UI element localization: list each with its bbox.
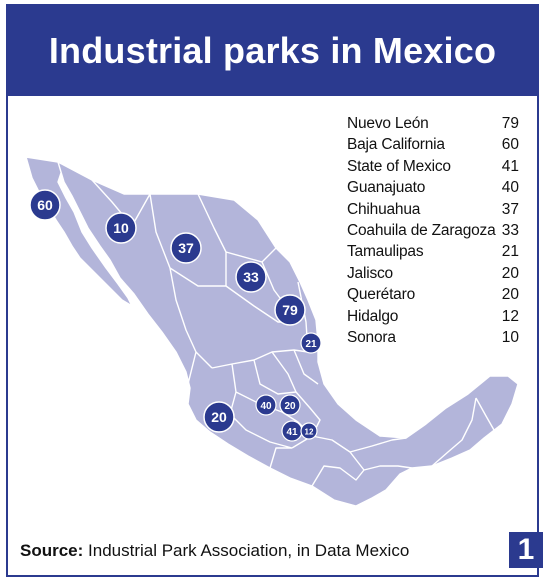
source-text: Industrial Park Association, in Data Mex…	[83, 541, 410, 560]
marker-sonora: 10	[105, 212, 137, 244]
legend-value: 10	[501, 328, 519, 346]
legend-row: Hidalgo 12	[347, 306, 519, 327]
legend-value: 79	[501, 115, 519, 132]
svg-text:21: 21	[305, 339, 317, 350]
legend-row: Querétaro 20	[347, 284, 519, 305]
legend-value: 12	[501, 307, 519, 325]
source-label: Source:	[20, 541, 84, 560]
legend-row: Jalisco 20	[347, 263, 519, 284]
legend-state: Jalisco	[347, 264, 393, 282]
svg-text:12: 12	[305, 428, 314, 437]
svg-text:10: 10	[113, 220, 129, 236]
map-markers: 60 10 37 33 79 21 20 40	[29, 189, 322, 442]
infographic-frame: Industrial parks in Mexico	[6, 4, 539, 577]
legend-row: Coahuila de Zaragoza 33	[347, 220, 519, 241]
legend-value: 20	[501, 286, 519, 304]
legend-state: Chihuahua	[347, 200, 421, 218]
legend-value: 60	[501, 136, 519, 154]
legend-state: Sonora	[347, 328, 396, 346]
legend-state: Querétaro	[347, 286, 415, 304]
marker-queretaro: 20	[279, 394, 301, 416]
legend-state: Tamaulipas	[347, 243, 424, 261]
svg-text:41: 41	[286, 427, 298, 438]
legend-row: Baja California 60	[347, 134, 519, 155]
svg-text:79: 79	[282, 302, 298, 318]
legend-row: Sonora 10	[347, 327, 519, 348]
marker-state-of-mexico: 41	[281, 420, 303, 442]
legend-row: State of Mexico 41	[347, 156, 519, 177]
marker-baja-california: 60	[29, 189, 61, 221]
legend-state: Baja California	[347, 136, 445, 154]
legend-state: Nuevo León	[347, 115, 429, 132]
legend-row: Nuevo León 79	[347, 113, 519, 134]
legend-row: Guanajuato 40	[347, 177, 519, 198]
legend-state: Coahuila de Zaragoza	[347, 221, 496, 239]
legend-value: 33	[501, 221, 519, 239]
svg-text:33: 33	[243, 269, 259, 285]
page-title: Industrial parks in Mexico	[48, 30, 497, 71]
legend-value: 20	[501, 264, 519, 282]
marker-guanajuato: 40	[255, 394, 277, 416]
legend-value: 41	[501, 157, 519, 175]
header-bar: Industrial parks in Mexico	[8, 6, 537, 96]
marker-hidalgo: 12	[300, 422, 318, 440]
svg-text:60: 60	[37, 197, 53, 213]
svg-text:37: 37	[178, 240, 194, 256]
svg-text:20: 20	[284, 401, 296, 412]
legend-value: 37	[501, 200, 519, 218]
legend-state: Guanajuato	[347, 179, 426, 197]
marker-nuevo-leon: 79	[274, 294, 306, 326]
legend-value: 21	[501, 243, 519, 261]
legend-table: Nuevo León 79 Baja California 60 State of …	[347, 113, 519, 348]
legend-state: Hidalgo	[347, 307, 399, 325]
marker-coahuila: 33	[235, 261, 267, 293]
marker-chihuahua: 37	[170, 232, 202, 264]
legend-row: Chihuahua 37	[347, 199, 519, 220]
figure-number-badge: 1	[509, 532, 543, 568]
legend-value: 40	[501, 179, 519, 197]
source-note: Source: Industrial Park Association, in …	[20, 541, 409, 561]
svg-text:40: 40	[260, 401, 272, 412]
svg-text:20: 20	[211, 409, 227, 425]
legend-state: State of Mexico	[347, 157, 451, 175]
marker-tamaulipas: 21	[300, 332, 322, 354]
marker-jalisco: 20	[203, 401, 235, 433]
legend-row: Tamaulipas 21	[347, 241, 519, 262]
